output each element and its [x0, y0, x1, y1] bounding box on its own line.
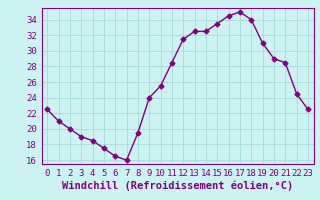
X-axis label: Windchill (Refroidissement éolien,°C): Windchill (Refroidissement éolien,°C)	[62, 181, 293, 191]
